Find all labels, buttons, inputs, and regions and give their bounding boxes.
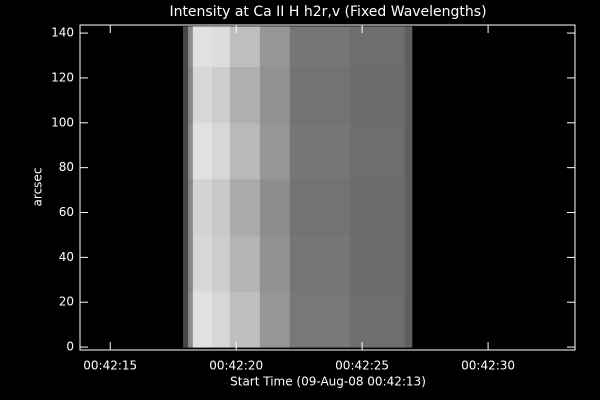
image-cell	[229, 66, 261, 124]
y-tick-label: 80	[59, 160, 74, 174]
image-cell	[259, 234, 291, 292]
image-cell	[212, 66, 231, 124]
image-cell	[289, 234, 351, 292]
image-cell	[289, 178, 351, 236]
image-cell	[349, 178, 406, 236]
image-cell	[183, 26, 189, 68]
y-tick-label: 60	[59, 205, 74, 219]
y-tick-label: 0	[66, 340, 74, 354]
image-cell	[188, 66, 194, 124]
image-cell	[259, 178, 291, 236]
image-cell	[289, 291, 351, 348]
image-cell	[192, 66, 213, 124]
image-cell	[183, 178, 189, 236]
image-cell	[183, 122, 189, 180]
image-cell	[192, 26, 213, 68]
image-cell	[183, 291, 189, 348]
image-cell	[192, 122, 213, 180]
image-cell	[404, 291, 413, 348]
image-cell	[349, 234, 406, 292]
image-cell	[212, 178, 231, 236]
image-cell	[404, 26, 413, 68]
image-cell	[404, 66, 413, 124]
image-cell	[349, 291, 406, 348]
y-tick-label: 140	[51, 26, 74, 40]
image-cell	[289, 122, 351, 180]
x-tick-label: 00:42:15	[83, 359, 137, 373]
y-tick-label: 120	[51, 70, 74, 84]
y-tick-label: 100	[51, 115, 74, 129]
image-cell	[183, 66, 189, 124]
image-cell	[259, 291, 291, 348]
image-cell	[349, 66, 406, 124]
image-cell	[192, 234, 213, 292]
x-tick-label: 00:42:25	[335, 359, 389, 373]
image-cell	[212, 26, 231, 68]
image-cell	[229, 178, 261, 236]
y-tick-label: 40	[59, 250, 74, 264]
image-cell	[404, 122, 413, 180]
image-cell	[212, 234, 231, 292]
image-cell	[404, 178, 413, 236]
x-tick-label: 00:42:20	[209, 359, 263, 373]
image-cell	[188, 26, 194, 68]
image-cell	[229, 291, 261, 348]
image-cell	[229, 26, 261, 68]
image-cell	[289, 26, 351, 68]
image-cell	[188, 178, 194, 236]
image-cell	[349, 26, 406, 68]
image-cell	[229, 234, 261, 292]
image-cell	[404, 234, 413, 292]
chart-title: Intensity at Ca II H h2r,v (Fixed Wavele…	[169, 4, 486, 20]
image-cell	[188, 291, 194, 348]
y-tick-label: 20	[59, 295, 74, 309]
x-tick-label: 00:42:30	[461, 359, 515, 373]
image-cell	[188, 122, 194, 180]
x-axis-label: Start Time (09-Aug-08 00:42:13)	[230, 375, 426, 389]
image-cell	[183, 234, 189, 292]
image-layer	[183, 26, 413, 348]
image-cell	[212, 122, 231, 180]
image-cell	[188, 234, 194, 292]
image-cell	[192, 178, 213, 236]
image-cell	[289, 66, 351, 124]
image-cell	[192, 291, 213, 348]
y-axis-label: arcsec	[31, 168, 45, 207]
plot-frame	[79, 24, 576, 351]
image-cell	[349, 122, 406, 180]
image-cell	[212, 291, 231, 348]
image-cell	[259, 122, 291, 180]
image-cell	[259, 26, 291, 68]
image-cell	[229, 122, 261, 180]
image-cell	[259, 66, 291, 124]
